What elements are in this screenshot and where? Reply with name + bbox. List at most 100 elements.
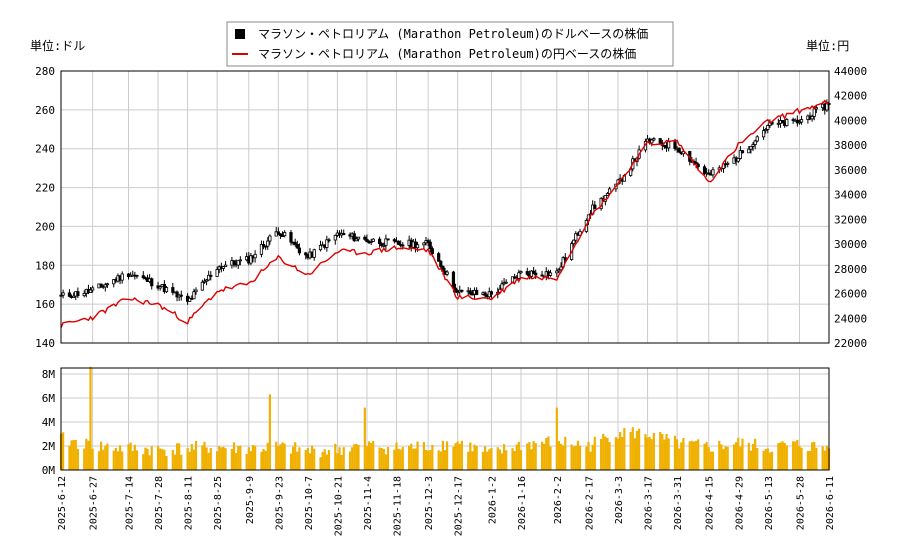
candle-body <box>82 293 86 297</box>
volume-bar <box>593 436 596 470</box>
volume-bar <box>496 447 499 470</box>
volume-bar <box>441 440 444 470</box>
candle-body <box>504 281 508 284</box>
volume-bar <box>792 441 795 470</box>
volume-bar <box>348 451 352 470</box>
volume-bar <box>135 450 139 470</box>
volume-bar <box>808 450 812 470</box>
volume-bar <box>576 440 580 470</box>
volume-bar <box>823 450 826 470</box>
candle-body <box>456 291 460 294</box>
volume-bar <box>614 437 618 470</box>
volume-bar <box>572 446 575 470</box>
candle-body <box>422 242 426 246</box>
volume-bar <box>156 445 160 470</box>
candle-body <box>797 121 802 124</box>
volume-bar <box>825 445 828 470</box>
jpy-price-line <box>60 99 830 329</box>
volume-bar <box>146 448 149 470</box>
candle-body <box>238 259 242 262</box>
volume-bar <box>171 449 174 470</box>
candle-body <box>605 193 610 196</box>
volume-bar <box>365 446 369 470</box>
volume-bar <box>102 449 105 470</box>
volume-bar <box>372 440 375 470</box>
volume-bar <box>815 447 818 470</box>
volume-bar <box>266 442 269 470</box>
volume-bar <box>602 433 605 470</box>
volume-bar <box>718 440 721 470</box>
volume-bar <box>452 446 455 470</box>
volume-bar <box>384 454 388 470</box>
volume-bar <box>180 454 183 470</box>
volume-bar <box>724 446 727 470</box>
volume-bar <box>159 448 162 470</box>
right-axis-tick-label: 38000 <box>834 139 867 152</box>
volume-bar <box>165 455 168 470</box>
left-axis-unit-label: 単位:ドル <box>30 38 85 53</box>
candle-body <box>740 150 745 154</box>
candle-body <box>377 238 382 245</box>
volume-bar <box>513 451 516 470</box>
volume-bar <box>380 447 383 470</box>
volume-bar <box>621 436 624 470</box>
volume-bar <box>515 444 518 470</box>
volume-bar <box>694 440 698 470</box>
volume-bar <box>245 453 248 470</box>
volume-bar <box>663 439 666 470</box>
volume-bar <box>201 445 204 470</box>
volume-bar <box>559 443 563 470</box>
candle-body <box>232 260 236 265</box>
candle-body <box>475 289 479 295</box>
volume-bar <box>89 366 92 470</box>
volume-bar <box>519 450 523 470</box>
x-axis-date-label: 2025-7-28 <box>154 476 165 530</box>
volume-bar <box>798 445 801 470</box>
volume-bar <box>218 446 221 470</box>
x-axis-date-label: 2026-2-17 <box>584 476 595 530</box>
volume-bar <box>355 443 358 470</box>
candle-body <box>289 232 293 243</box>
volume-bar <box>806 450 810 470</box>
volume-bar <box>709 451 712 470</box>
candle-body <box>401 244 405 247</box>
candle-body <box>150 278 154 287</box>
candle-body <box>253 253 257 259</box>
volume-bar <box>397 448 400 470</box>
volume-bar <box>91 448 94 470</box>
volume-bar <box>323 449 326 470</box>
volume-bar <box>353 444 356 470</box>
candle-body <box>776 122 780 125</box>
volume-bar <box>237 446 240 470</box>
right-axis-tick-label: 30000 <box>834 238 867 251</box>
volume-bar <box>340 455 343 470</box>
candle-body <box>555 270 559 274</box>
candle-body <box>215 269 219 277</box>
volume-bar <box>367 441 371 470</box>
candle-body <box>312 249 316 258</box>
volume-bar <box>144 447 147 470</box>
volume-bar <box>87 440 90 470</box>
right-axis-tick-label: 28000 <box>834 263 867 276</box>
volume-bar <box>260 451 263 470</box>
candle-body <box>204 279 209 282</box>
volume-bar <box>194 440 198 470</box>
volume-bar <box>150 446 153 470</box>
volume-bar <box>505 450 508 470</box>
volume-bar <box>483 446 487 470</box>
volume-bar <box>239 445 242 470</box>
candle-body <box>236 260 240 266</box>
volume-bar <box>131 450 134 470</box>
volume-bar <box>209 447 212 470</box>
volume-bar <box>591 444 594 470</box>
volume-bar <box>796 439 799 470</box>
x-axis-date-label: 2026-4-15 <box>705 476 716 530</box>
volume-bar <box>310 445 314 470</box>
left-axis-tick-label: 280 <box>35 65 55 78</box>
volume-bar <box>70 440 73 470</box>
volume-bar <box>247 447 250 470</box>
volume-bar <box>720 444 723 470</box>
candle-body <box>297 247 302 254</box>
candle-body <box>325 239 329 248</box>
candle-body <box>221 266 226 269</box>
